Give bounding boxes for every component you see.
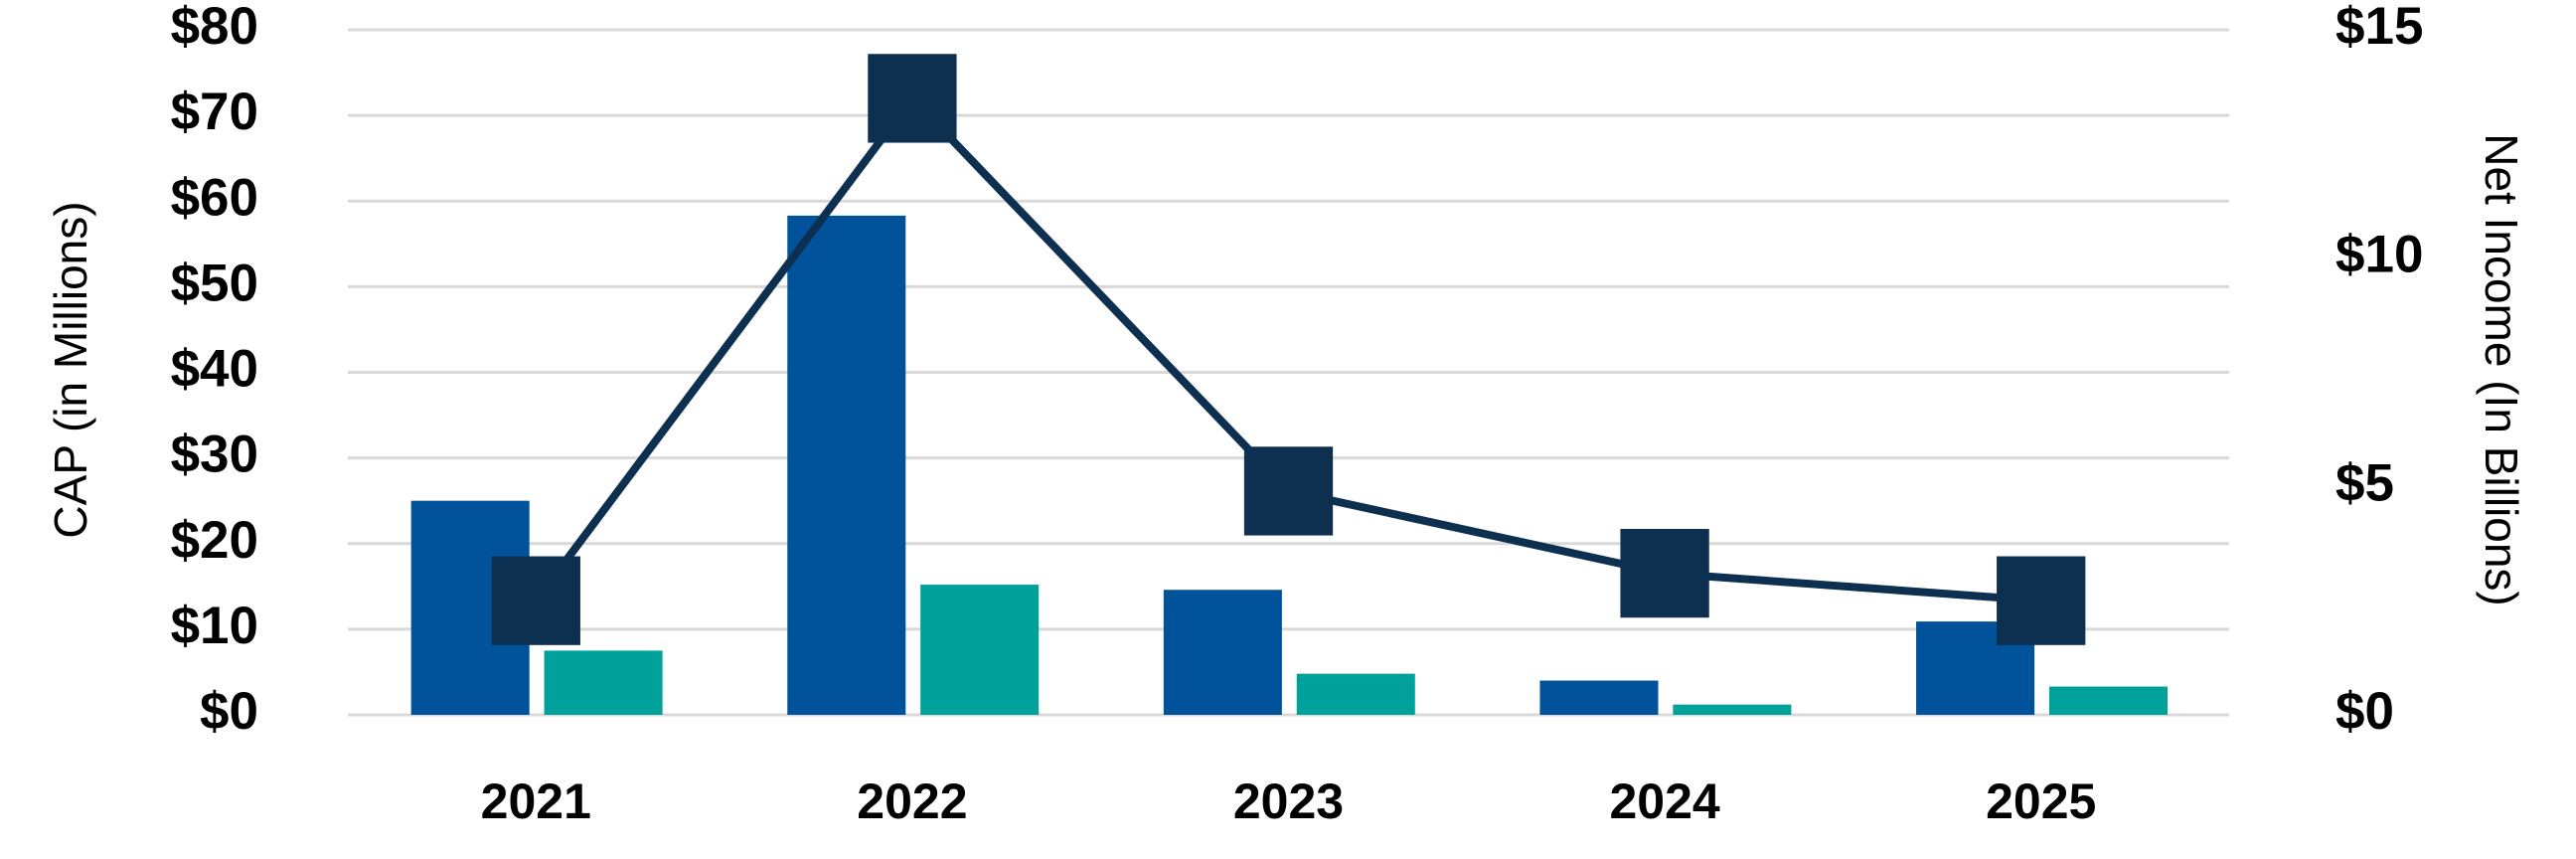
bar xyxy=(1673,704,1792,715)
y-tick-label: $60 xyxy=(171,168,258,227)
marker xyxy=(1243,446,1334,536)
y2-tick-label: $0 xyxy=(2335,682,2394,741)
y-tick-label: $40 xyxy=(171,340,258,399)
x-tick-label: 2023 xyxy=(1233,773,1344,829)
bar xyxy=(1296,673,1415,715)
y-tick-label: $10 xyxy=(171,597,258,655)
bar xyxy=(2048,686,2169,715)
bar xyxy=(787,215,906,716)
x-tick-label: 2021 xyxy=(481,773,591,829)
y-tick-label: $20 xyxy=(171,511,258,570)
y-tick-label: $50 xyxy=(171,254,258,312)
marker xyxy=(491,556,580,645)
y-tick-label: $0 xyxy=(200,682,258,741)
y-tick-label: $70 xyxy=(171,83,258,141)
marker xyxy=(868,54,957,143)
marker xyxy=(1620,528,1709,618)
bar xyxy=(544,650,663,715)
y2-tick-label: $10 xyxy=(2335,226,2423,284)
bar xyxy=(1539,680,1659,715)
bar xyxy=(1163,590,1282,715)
y-axis-title: CAP (in Millions) xyxy=(45,201,96,538)
x-tick-label: 2024 xyxy=(1609,773,1719,829)
bar xyxy=(920,585,1040,715)
marker xyxy=(1997,556,2086,645)
y-tick-label: $80 xyxy=(171,0,258,56)
x-tick-label: 2022 xyxy=(857,773,967,829)
y2-axis-title: Net Income (In Billions) xyxy=(2476,133,2527,606)
x-tick-label: 2025 xyxy=(1986,773,2096,829)
y-tick-label: $30 xyxy=(171,426,258,484)
y2-tick-label: $5 xyxy=(2335,453,2394,512)
y2-tick-label: $15 xyxy=(2335,0,2423,56)
